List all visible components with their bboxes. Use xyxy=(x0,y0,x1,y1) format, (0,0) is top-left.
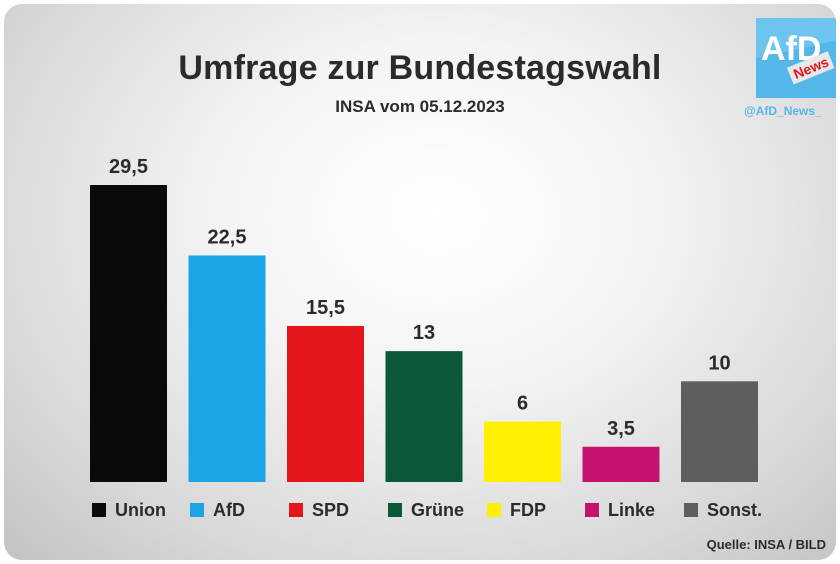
value-label: 13 xyxy=(413,322,435,344)
afd-news-logo: AfD News xyxy=(756,18,836,98)
legend-label: Union xyxy=(115,499,166,520)
legend-label: AfD xyxy=(213,499,245,520)
legend-label: Linke xyxy=(608,499,656,520)
legend-swatch xyxy=(585,503,599,517)
value-label: 3,5 xyxy=(607,418,635,440)
legend-swatch xyxy=(487,503,501,517)
logo-handle: @AfD_News_ xyxy=(744,104,822,118)
legend-label: Sonst. xyxy=(707,499,763,520)
bar-sonst xyxy=(681,381,758,482)
bar-union xyxy=(90,185,167,482)
legend-label: FDP xyxy=(510,499,546,520)
afd-news-logo-graphic: AfD News xyxy=(756,18,836,98)
legend-item: SPD xyxy=(289,499,349,521)
legend-label: Grüne xyxy=(411,499,465,520)
bar-linke xyxy=(582,446,660,482)
bar-grüne xyxy=(385,351,463,482)
legend-item: Grüne xyxy=(388,499,464,521)
legend-swatch xyxy=(388,503,402,517)
legend-item: Union xyxy=(92,499,166,521)
legend-item: Sonst. xyxy=(684,499,762,521)
value-label: 10 xyxy=(708,352,730,374)
bar-afd xyxy=(188,255,266,482)
legend-swatch xyxy=(684,503,698,517)
legend-label: SPD xyxy=(312,499,350,520)
value-label: 6 xyxy=(517,393,528,415)
bar-spd xyxy=(287,325,364,482)
chart-title: Umfrage zur Bundestagswahl xyxy=(178,49,662,87)
value-label: 22,5 xyxy=(208,226,247,248)
legend-swatch xyxy=(289,503,303,517)
legend-item: AfD xyxy=(190,499,245,521)
legend-item: FDP xyxy=(487,499,546,521)
legend-swatch xyxy=(190,503,204,517)
legend-item: Linke xyxy=(585,499,655,521)
value-label: 15,5 xyxy=(306,297,345,319)
legend-swatch xyxy=(92,503,106,517)
chart-subtitle: INSA vom 05.12.2023 xyxy=(335,97,505,116)
source-note: Quelle: INSA / BILD xyxy=(706,537,826,552)
bar-fdp xyxy=(484,421,561,482)
value-label: 29,5 xyxy=(109,156,148,178)
